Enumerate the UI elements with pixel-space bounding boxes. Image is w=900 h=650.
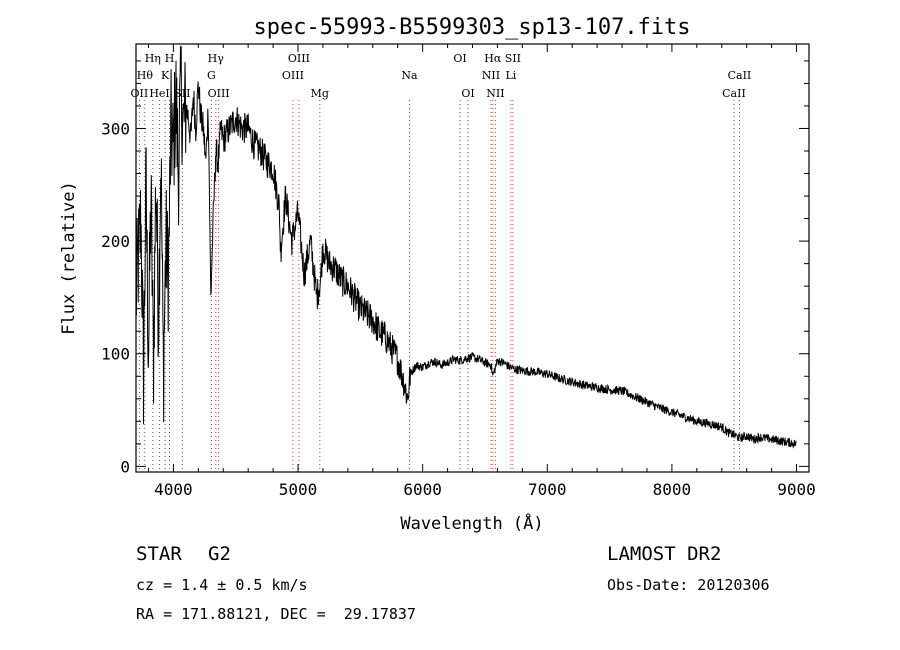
spectral-line-label-14: OI — [453, 52, 466, 65]
object-subclass: G2 — [208, 543, 231, 565]
spectral-line-label-6: SII — [174, 87, 190, 100]
y-tick-label: 300 — [101, 119, 130, 138]
spectral-line-label-19: Li — [505, 69, 516, 82]
x-tick-label: 9000 — [777, 480, 816, 499]
spectral-line-label-3: HeI — [149, 87, 169, 100]
x-tick-label: 7000 — [528, 480, 567, 499]
x-tick-label: 8000 — [653, 480, 692, 499]
spectral-line-label-15: OI — [461, 87, 474, 100]
spectrum-line — [135, 46, 797, 449]
spectral-line-label-2: Hη — [145, 52, 161, 65]
sky-coordinates: RA = 171.88121, DEC = 29.17837 — [136, 605, 416, 623]
spectral-line-label-0: OII — [131, 87, 149, 100]
spectral-line-label-13: Na — [401, 69, 418, 82]
spectral-line-markers: OII Hθ Hη HeI KH SII Hγ G OIII OIII OIII Mg Na OI OI Hα… — [131, 52, 752, 472]
spectral-line-label-12: Mg — [311, 87, 329, 100]
spectral-line-label-16: Hα — [484, 52, 502, 65]
x-tick-label: 5000 — [279, 480, 318, 499]
spectral-line-label-1: Hθ — [137, 69, 154, 82]
object-type: STAR — [136, 543, 182, 565]
x-tick-label: 6000 — [403, 480, 442, 499]
spectral-line-label-21: CaII — [728, 69, 752, 82]
x-axis-label: Wavelength (Å) — [400, 512, 543, 534]
y-tick-label: 100 — [101, 345, 130, 364]
spectral-line-label-9: OIII — [208, 87, 230, 100]
survey-name: LAMOST DR2 — [607, 543, 722, 565]
spectral-line-label-17: SII — [505, 52, 521, 65]
spectral-line-label-18: NII — [482, 69, 500, 82]
spectral-line-label-22: CaII — [722, 87, 746, 100]
x-tick-label: 4000 — [154, 480, 193, 499]
observation-date: Obs-Date: 20120306 — [607, 576, 770, 594]
spectral-line-label-11: OIII — [282, 69, 304, 82]
spectral-line-label-8: G — [207, 69, 216, 82]
y-tick-label: 200 — [101, 232, 130, 251]
y-axis-label: Flux (relative) — [59, 181, 79, 335]
spectral-line-label-10: OIII — [288, 52, 310, 65]
spectral-line-label-4: K — [161, 69, 170, 82]
y-tick-label: 0 — [120, 457, 130, 476]
redshift-velocity: cz = 1.4 ± 0.5 km/s — [136, 576, 308, 594]
spectrum-series — [135, 46, 797, 449]
spectral-line-label-7: Hγ — [208, 52, 225, 65]
chart-title: spec-55993-B5599303_sp13-107.fits — [253, 15, 690, 40]
spectral-line-label-20: NII — [486, 87, 504, 100]
axis-ticks: 4000 5000 6000 7000 8000 9000 0 100 200 300 — [101, 44, 816, 499]
spectral-line-label-5: H — [165, 52, 175, 65]
